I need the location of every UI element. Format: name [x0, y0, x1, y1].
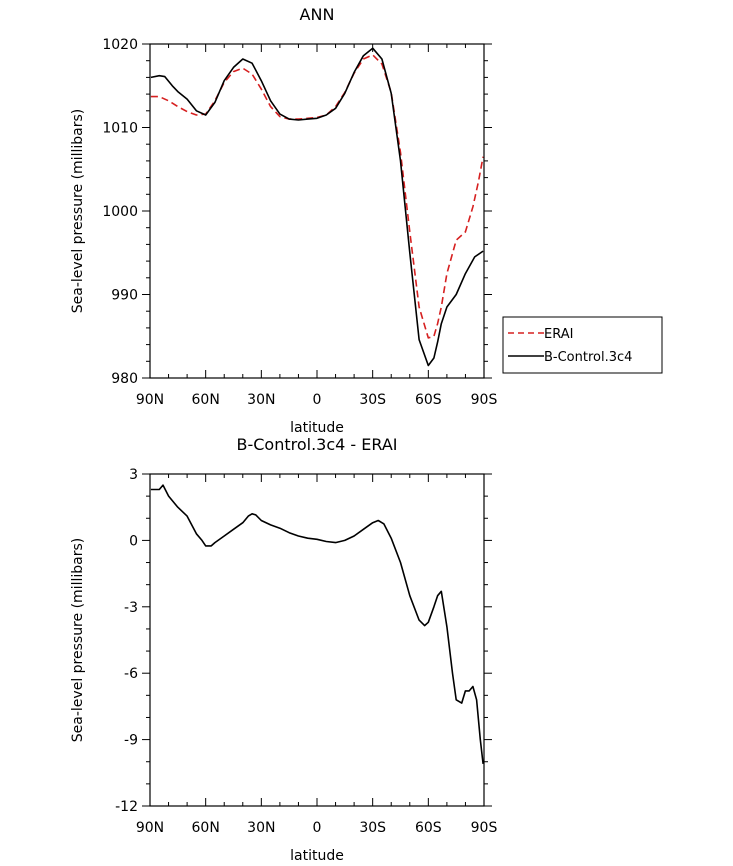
bottom-axis-ticks: 90N 60N 30N 0 30S 60S 90S -12 -9 -6 -3 0 3	[115, 467, 497, 836]
top-y-tick-label: 1000	[102, 204, 138, 220]
bottom-y-axis-label: Sea-level pressure (millibars)	[70, 538, 86, 742]
top-chart-title: ANN	[300, 5, 335, 24]
top-x-tick-label: 30N	[247, 392, 275, 408]
top-panel: ANN latitude Sea-level pressure (milliba…	[70, 5, 663, 436]
bottom-series-lines	[150, 484, 484, 764]
bottom-x-tick-label: 30N	[247, 820, 275, 836]
top-x-tick-label: 30S	[359, 392, 386, 408]
top-series-lines	[150, 47, 484, 367]
legend-label-erai: ERAI	[544, 327, 573, 342]
bottom-y-tick-label: -6	[124, 666, 138, 682]
bottom-y-tick-label: -3	[124, 600, 138, 616]
top-x-tick-label: 0	[313, 392, 322, 408]
top-x-axis-label: latitude	[290, 420, 344, 436]
bottom-x-tick-label: 90N	[136, 820, 164, 836]
bottom-x-tick-label: 60N	[192, 820, 220, 836]
bottom-x-axis-label: latitude	[290, 848, 344, 864]
top-x-tick-label: 90S	[471, 392, 498, 408]
bottom-y-tick-label: -9	[124, 733, 138, 749]
top-y-tick-label: 980	[111, 371, 138, 387]
bottom-x-tick-label: 0	[313, 820, 322, 836]
top-x-tick-label: 60S	[415, 392, 442, 408]
top-plot-frame	[149, 43, 485, 379]
legend: ERAI B-Control.3c4	[502, 316, 663, 374]
bottom-y-tick-label: 0	[129, 533, 138, 549]
bottom-chart-title: B-Control.3c4 - ERAI	[236, 435, 397, 454]
bottom-y-tick-label: 3	[129, 467, 138, 483]
bottom-plot-frame	[149, 473, 485, 807]
legend-label-bcontrol: B-Control.3c4	[544, 350, 632, 365]
top-y-tick-label: 1020	[102, 37, 138, 53]
bottom-x-tick-label: 90S	[471, 820, 498, 836]
bottom-x-tick-label: 30S	[359, 820, 386, 836]
bottom-x-tick-label: 60S	[415, 820, 442, 836]
top-x-tick-label: 90N	[136, 392, 164, 408]
series-line-b-control-3c4	[150, 47, 484, 367]
top-axis-ticks: 90N 60N 30N 0 30S 60S 90S 980 990 1000 1010 1020	[102, 37, 497, 408]
bottom-y-tick-label: -12	[115, 799, 138, 815]
bottom-panel: B-Control.3c4 - ERAI latitude Sea-level …	[70, 435, 497, 864]
legend-box	[502, 316, 663, 374]
top-y-tick-label: 990	[111, 288, 138, 304]
top-y-axis-label: Sea-level pressure (millibars)	[70, 109, 86, 313]
series-line-erai	[150, 54, 484, 339]
top-y-tick-label: 1010	[102, 121, 138, 137]
series-line-b-control-3c4-erai	[150, 484, 484, 764]
top-x-tick-label: 60N	[192, 392, 220, 408]
